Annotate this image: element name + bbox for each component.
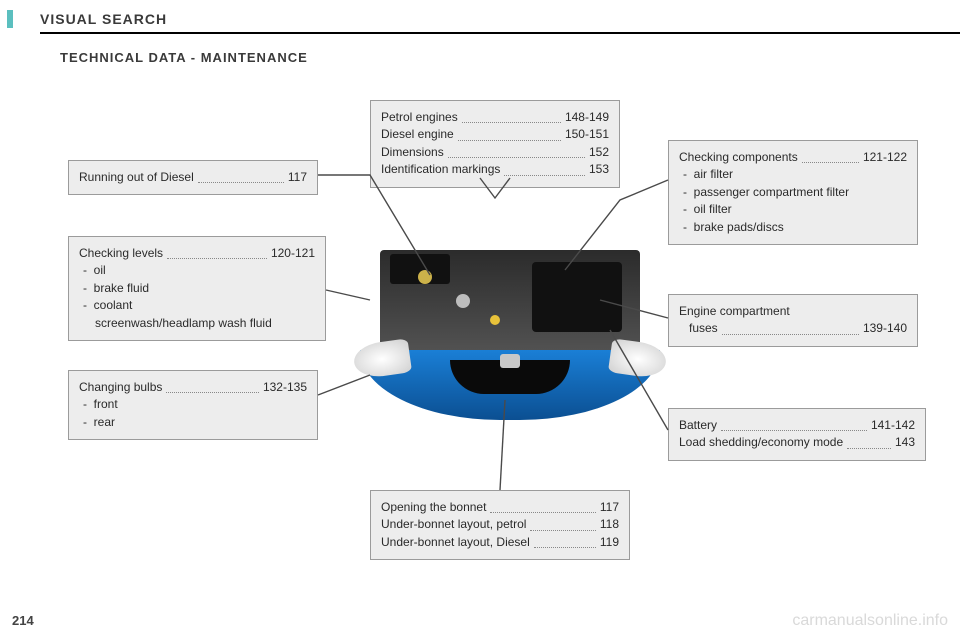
label: Under-bonnet layout, Diesel	[381, 534, 530, 551]
list-item: passenger compartment filter	[683, 184, 907, 201]
page-ref: 148-149	[565, 109, 609, 126]
label: Dimensions	[381, 144, 444, 161]
label: Diesel engine	[381, 126, 454, 143]
page: VISUAL SEARCH TECHNICAL DATA - MAINTENAN…	[0, 0, 960, 640]
list-item: oil filter	[683, 201, 907, 218]
label: Battery	[679, 417, 717, 434]
watermark: carmanualsonline.info	[792, 612, 948, 630]
page-ref: 132-135	[263, 379, 307, 396]
page-ref: 118	[600, 516, 619, 533]
list-item: rear	[83, 414, 307, 431]
box-changing-bulbs: Changing bulbs 132-135 front rear	[68, 370, 318, 440]
list-item-text: coolant	[94, 298, 133, 312]
page-ref: 120-121	[271, 245, 315, 262]
label: Under-bonnet layout, petrol	[381, 516, 526, 533]
page-ref: 152	[589, 144, 609, 161]
label: Checking components	[679, 149, 798, 166]
page-ref: 141-142	[871, 417, 915, 434]
label: Identification markings	[381, 161, 500, 178]
page-number: 214	[12, 613, 34, 628]
engine-figure	[360, 230, 660, 430]
page-ref: 117	[288, 169, 307, 186]
list-item: oil	[83, 262, 315, 279]
subsection-title: TECHNICAL DATA - MAINTENANCE	[60, 50, 308, 65]
list-item: air filter	[683, 166, 907, 183]
list-item: coolant screenwash/headlamp wash fluid	[83, 297, 315, 332]
page-ref: 117	[600, 499, 619, 516]
list-item: brake pads/discs	[683, 219, 907, 236]
label: Engine compartment	[679, 303, 907, 320]
accent-block	[7, 10, 13, 28]
divider	[40, 32, 960, 34]
box-engine-specs: Petrol engines 148-149 Diesel engine 150-1…	[370, 100, 620, 188]
label: fuses	[689, 320, 718, 337]
list-item: brake fluid	[83, 280, 315, 297]
page-ref: 143	[895, 434, 915, 451]
label: Running out of Diesel	[79, 169, 194, 186]
box-checking-components: Checking components 121-122 air filter pa…	[668, 140, 918, 245]
label: Checking levels	[79, 245, 163, 262]
page-ref: 121-122	[863, 149, 907, 166]
label: Load shedding/economy mode	[679, 434, 843, 451]
box-fuses: Engine compartment fuses 139-140	[668, 294, 918, 347]
box-battery: Battery 141-142 Load shedding/economy mod…	[668, 408, 926, 461]
box-bonnet: Opening the bonnet 117 Under-bonnet layou…	[370, 490, 630, 560]
label: Opening the bonnet	[381, 499, 486, 516]
page-ref: 150-151	[565, 126, 609, 143]
section-title: VISUAL SEARCH	[40, 11, 167, 27]
list-item: front	[83, 396, 307, 413]
label: Petrol engines	[381, 109, 458, 126]
page-ref: 119	[600, 534, 619, 551]
list-item-sub: screenwash/headlamp wash fluid	[83, 315, 315, 332]
box-running-out-diesel: Running out of Diesel 117	[68, 160, 318, 195]
label: Changing bulbs	[79, 379, 162, 396]
page-ref: 139-140	[863, 320, 907, 337]
page-ref: 153	[589, 161, 609, 178]
box-checking-levels: Checking levels 120-121 oil brake fluid c…	[68, 236, 326, 341]
